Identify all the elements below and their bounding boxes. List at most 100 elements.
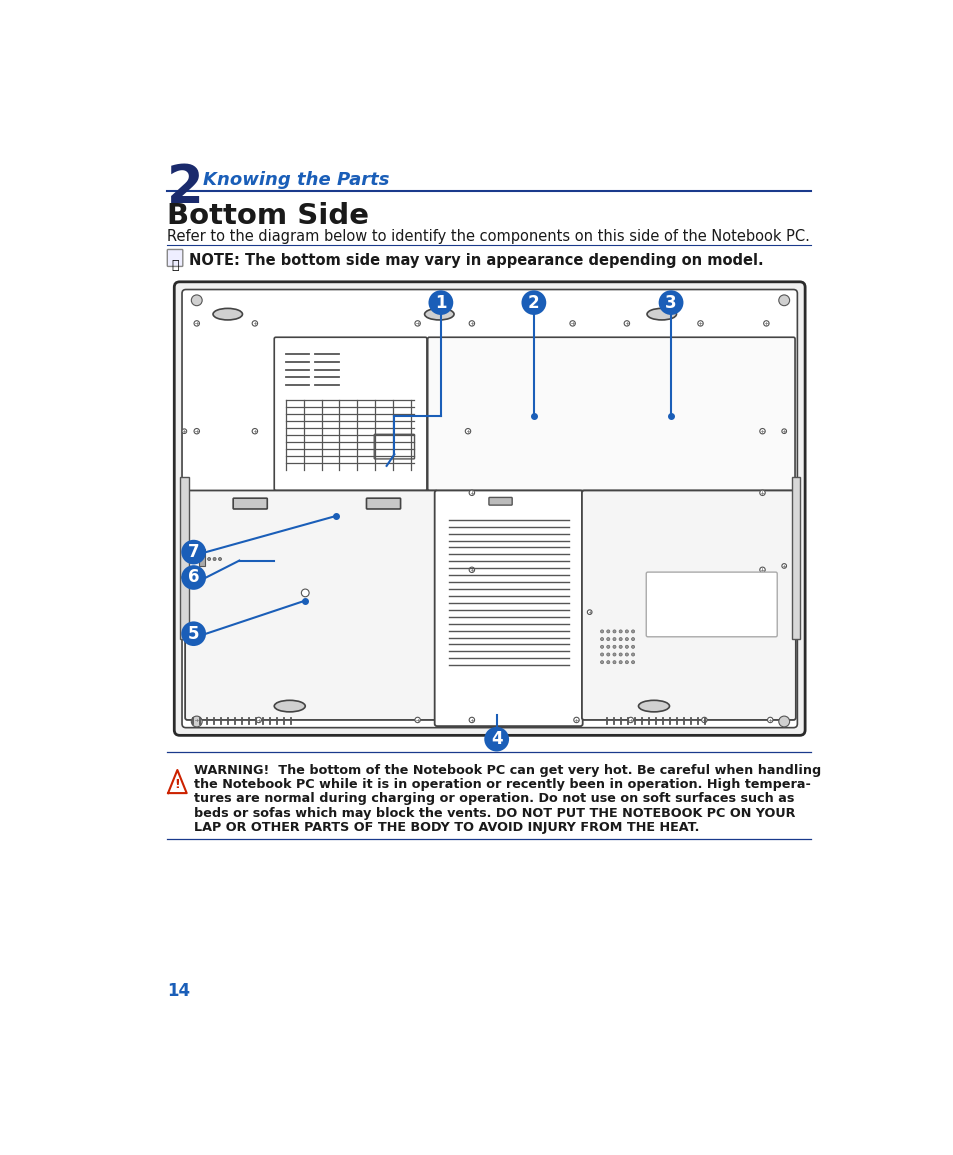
Circle shape xyxy=(415,321,420,326)
Bar xyxy=(791,477,799,639)
Text: Refer to the diagram below to identify the components on this side of the Notebo: Refer to the diagram below to identify t… xyxy=(167,230,809,245)
Circle shape xyxy=(631,653,634,656)
Circle shape xyxy=(182,575,187,580)
Circle shape xyxy=(624,661,628,664)
Circle shape xyxy=(521,290,546,315)
Circle shape xyxy=(618,638,621,641)
Circle shape xyxy=(618,629,621,633)
Circle shape xyxy=(624,629,628,633)
Text: 5: 5 xyxy=(188,625,199,642)
Circle shape xyxy=(612,638,616,641)
FancyBboxPatch shape xyxy=(185,491,437,720)
Circle shape xyxy=(193,321,199,326)
Circle shape xyxy=(428,290,453,315)
FancyBboxPatch shape xyxy=(233,498,267,509)
FancyBboxPatch shape xyxy=(274,337,427,491)
Text: the Notebook PC while it is in operation or recently been in operation. High tem: the Notebook PC while it is in operation… xyxy=(193,778,810,791)
Circle shape xyxy=(587,610,592,614)
Text: 6: 6 xyxy=(188,568,199,587)
Ellipse shape xyxy=(638,700,669,711)
Circle shape xyxy=(469,717,474,723)
Circle shape xyxy=(767,717,772,723)
Circle shape xyxy=(624,638,628,641)
Circle shape xyxy=(624,653,628,656)
Circle shape xyxy=(469,490,474,495)
FancyBboxPatch shape xyxy=(488,498,512,505)
Circle shape xyxy=(618,646,621,648)
FancyBboxPatch shape xyxy=(435,491,582,726)
Circle shape xyxy=(778,295,789,306)
FancyBboxPatch shape xyxy=(427,337,794,491)
Text: beds or sofas which may block the vents. DO NOT PUT THE NOTEBOOK PC ON YOUR: beds or sofas which may block the vents.… xyxy=(193,806,794,820)
Circle shape xyxy=(484,726,509,752)
Ellipse shape xyxy=(274,700,305,711)
FancyBboxPatch shape xyxy=(581,491,795,720)
Circle shape xyxy=(624,646,628,648)
Text: NOTE: The bottom side may vary in appearance depending on model.: NOTE: The bottom side may vary in appear… xyxy=(189,253,762,268)
FancyBboxPatch shape xyxy=(645,572,777,636)
FancyBboxPatch shape xyxy=(366,498,400,509)
FancyBboxPatch shape xyxy=(374,434,415,459)
Circle shape xyxy=(781,429,785,433)
Circle shape xyxy=(606,653,609,656)
Circle shape xyxy=(569,321,575,326)
Ellipse shape xyxy=(646,308,676,320)
Circle shape xyxy=(255,717,261,723)
Text: Bottom Side: Bottom Side xyxy=(167,202,369,230)
Circle shape xyxy=(208,558,211,560)
Circle shape xyxy=(192,716,202,726)
Ellipse shape xyxy=(213,308,242,320)
Circle shape xyxy=(181,539,206,565)
Circle shape xyxy=(193,717,199,723)
Circle shape xyxy=(612,653,616,656)
Circle shape xyxy=(700,717,706,723)
Circle shape xyxy=(192,295,202,306)
Circle shape xyxy=(415,717,420,723)
Text: 2: 2 xyxy=(528,293,539,312)
Text: 1: 1 xyxy=(435,293,446,312)
Text: 📝: 📝 xyxy=(172,260,178,273)
Text: 7: 7 xyxy=(188,543,199,561)
Circle shape xyxy=(631,661,634,664)
Circle shape xyxy=(213,558,216,560)
Circle shape xyxy=(606,646,609,648)
Bar xyxy=(179,477,189,639)
Circle shape xyxy=(762,321,768,326)
Circle shape xyxy=(778,716,789,726)
Circle shape xyxy=(181,621,206,646)
Circle shape xyxy=(631,646,634,648)
Circle shape xyxy=(252,321,257,326)
Circle shape xyxy=(599,646,603,648)
Circle shape xyxy=(469,321,474,326)
Circle shape xyxy=(469,567,474,573)
Circle shape xyxy=(697,321,702,326)
Circle shape xyxy=(623,321,629,326)
Circle shape xyxy=(612,629,616,633)
Circle shape xyxy=(301,589,309,597)
Circle shape xyxy=(218,558,221,560)
Ellipse shape xyxy=(424,308,454,320)
Circle shape xyxy=(606,629,609,633)
Circle shape xyxy=(599,661,603,664)
Circle shape xyxy=(181,565,206,590)
Circle shape xyxy=(599,653,603,656)
FancyBboxPatch shape xyxy=(174,282,804,736)
Circle shape xyxy=(252,429,257,434)
Circle shape xyxy=(606,638,609,641)
Text: tures are normal during charging or operation. Do not use on soft surfaces such : tures are normal during charging or oper… xyxy=(193,792,793,805)
Circle shape xyxy=(759,567,764,573)
Circle shape xyxy=(618,653,621,656)
Circle shape xyxy=(612,661,616,664)
Circle shape xyxy=(759,429,764,434)
Circle shape xyxy=(627,717,633,723)
Circle shape xyxy=(631,629,634,633)
Text: 3: 3 xyxy=(664,293,676,312)
Circle shape xyxy=(658,290,682,315)
Circle shape xyxy=(618,661,621,664)
FancyBboxPatch shape xyxy=(182,290,797,728)
Text: !: ! xyxy=(174,778,180,791)
Text: 14: 14 xyxy=(167,982,191,1000)
Circle shape xyxy=(193,429,199,434)
Bar xyxy=(199,549,204,566)
Text: WARNING!  The bottom of the Notebook PC can get very hot. Be careful when handli: WARNING! The bottom of the Notebook PC c… xyxy=(193,763,820,777)
